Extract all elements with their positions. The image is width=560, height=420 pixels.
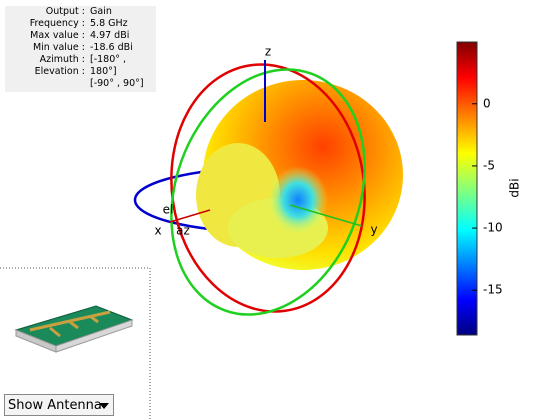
info-label: Frequency : <box>29 18 85 29</box>
info-label: Azimuth : <box>39 54 85 65</box>
colorbar <box>456 41 478 336</box>
colorbar-tick-label: -15 <box>483 283 503 297</box>
info-value: 180°] <box>90 66 117 77</box>
info-panel: Output : Frequency : Max value : Min value … <box>5 6 156 92</box>
info-value: [-180° , <box>90 54 127 65</box>
info-label: Output : <box>45 6 85 17</box>
info-label: Elevation : <box>34 66 85 77</box>
info-value: 5.8 GHz <box>90 18 128 29</box>
show-antenna-dropdown[interactable]: Show Antenna <box>4 394 114 416</box>
colorbar-label: dBi <box>508 178 522 197</box>
pattern-surface <box>133 60 403 316</box>
y-label: y <box>370 223 377 237</box>
z-label: z <box>265 45 271 59</box>
colorbar-tick-label: -10 <box>483 221 503 235</box>
el-label: el <box>163 203 174 217</box>
az-label: az <box>176 224 190 238</box>
colorbar-tick-label: 0 <box>483 96 491 110</box>
info-label: Min value : <box>32 42 85 53</box>
info-value: Gain <box>90 6 112 17</box>
x-label: x <box>154 224 161 238</box>
inset-border <box>0 267 151 420</box>
antenna-preview <box>14 305 134 353</box>
info-value: -18.6 dBi <box>90 42 133 53</box>
info-label: Max value : <box>30 30 85 41</box>
colorbar-tick-label: -5 <box>483 158 495 172</box>
info-value: 4.97 dBi <box>90 30 130 41</box>
info-value: [-90° , 90°] <box>90 78 144 89</box>
